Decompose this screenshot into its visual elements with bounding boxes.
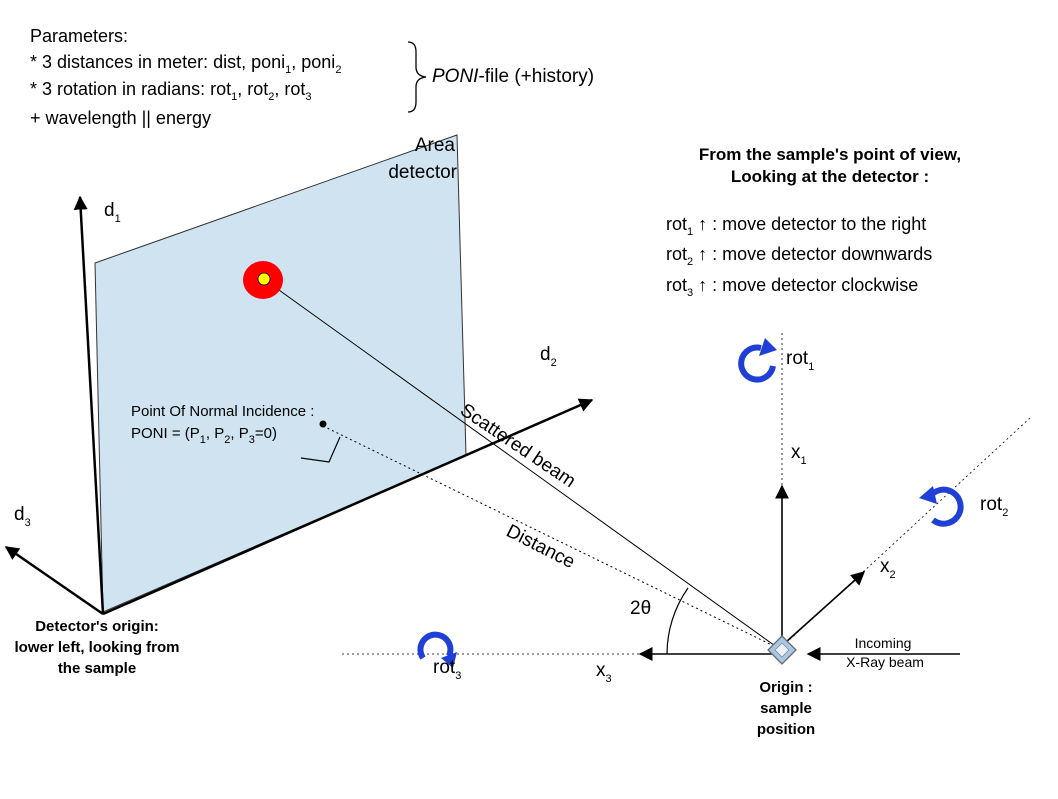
parameters-block: Parameters: * 3 distances in meter: dist…	[30, 26, 594, 128]
d3-axis-arrow	[4, 545, 104, 616]
x3-label: x3	[596, 660, 612, 685]
rot3-rotation-icon	[417, 631, 457, 668]
x2-label: x2	[880, 556, 896, 581]
d1-label: d1	[104, 200, 121, 225]
rot3-label: rot3	[433, 657, 461, 682]
parameters-rotations-line: * 3 rotation in radians: rot1, rot2, rot…	[30, 79, 312, 103]
sample-origin-caption: Origin : sample position	[757, 679, 815, 738]
detector-origin-line2: lower left, looking from	[14, 639, 179, 656]
diffraction-spot	[243, 261, 283, 299]
curly-brace	[407, 41, 427, 113]
crystal-inner	[774, 642, 790, 658]
sample-origin-line2: sample	[760, 700, 812, 717]
parameters-title: Parameters:	[30, 26, 128, 46]
distance-dotted-line	[322, 425, 779, 649]
view-info-item-rot3: rot3 ↑ : move detector clockwise	[666, 275, 918, 299]
poni-point	[319, 420, 327, 428]
detector-panel	[94, 134, 467, 613]
poni-caption-line1: Point Of Normal Incidence :	[131, 403, 314, 420]
detector-origin-caption: Detector's origin: lower left, looking f…	[14, 618, 179, 677]
poni-caption: Point Of Normal Incidence : PONI = (P1, …	[131, 403, 314, 446]
detector-label-area: Area	[415, 135, 456, 156]
d2-axis-arrow	[102, 398, 594, 616]
parameters-distances-line: * 3 distances in meter: dist, poni1, pon…	[30, 52, 341, 76]
right-angle-marker	[300, 436, 341, 463]
sample-crystal	[767, 635, 797, 665]
rot2-rotation-icon	[919, 486, 964, 527]
incoming-beam-line1: Incoming	[855, 635, 912, 651]
sample-origin-line3: position	[757, 721, 815, 738]
sample-origin-line1: Origin :	[759, 679, 812, 696]
scattered-beam-line	[264, 279, 779, 649]
d3-label: d3	[14, 504, 31, 529]
view-info-title-line1: From the sample's point of view,	[699, 145, 961, 164]
two-theta-label: 2θ	[630, 598, 651, 619]
area-detector: Area detector	[94, 134, 467, 613]
detector-label-detector: detector	[388, 162, 457, 183]
view-info-title-line2: Looking at the detector :	[731, 167, 929, 186]
two-theta-arc	[666, 587, 689, 655]
incoming-beam-line2: X-Ray beam	[846, 654, 924, 670]
poni-file-label: PONI-file (+history)	[432, 66, 594, 87]
parameters-wavelength-line: + wavelength || energy	[30, 108, 211, 128]
view-info-block: From the sample's point of view, Looking…	[666, 145, 961, 299]
spot-center	[257, 272, 271, 286]
rot1-label: rot1	[786, 348, 814, 373]
x2-axis-arrow	[785, 571, 866, 643]
detector-origin-line1: Detector's origin:	[35, 618, 159, 635]
view-info-item-rot2: rot2 ↑ : move detector downwards	[666, 244, 932, 268]
detector-origin-line3: the sample	[58, 660, 136, 677]
x1-label: x1	[791, 442, 807, 467]
view-info-item-rot1: rot1 ↑ : move detector to the right	[666, 214, 926, 238]
poni-caption-line2: PONI = (P1, P2, P3=0)	[131, 425, 277, 446]
rot1-rotation-icon	[738, 338, 777, 383]
d1-axis-arrow	[73, 195, 105, 615]
d2-label: d2	[540, 344, 557, 369]
distance-label: Distance	[503, 521, 578, 573]
rot2-label: rot2	[980, 494, 1008, 519]
